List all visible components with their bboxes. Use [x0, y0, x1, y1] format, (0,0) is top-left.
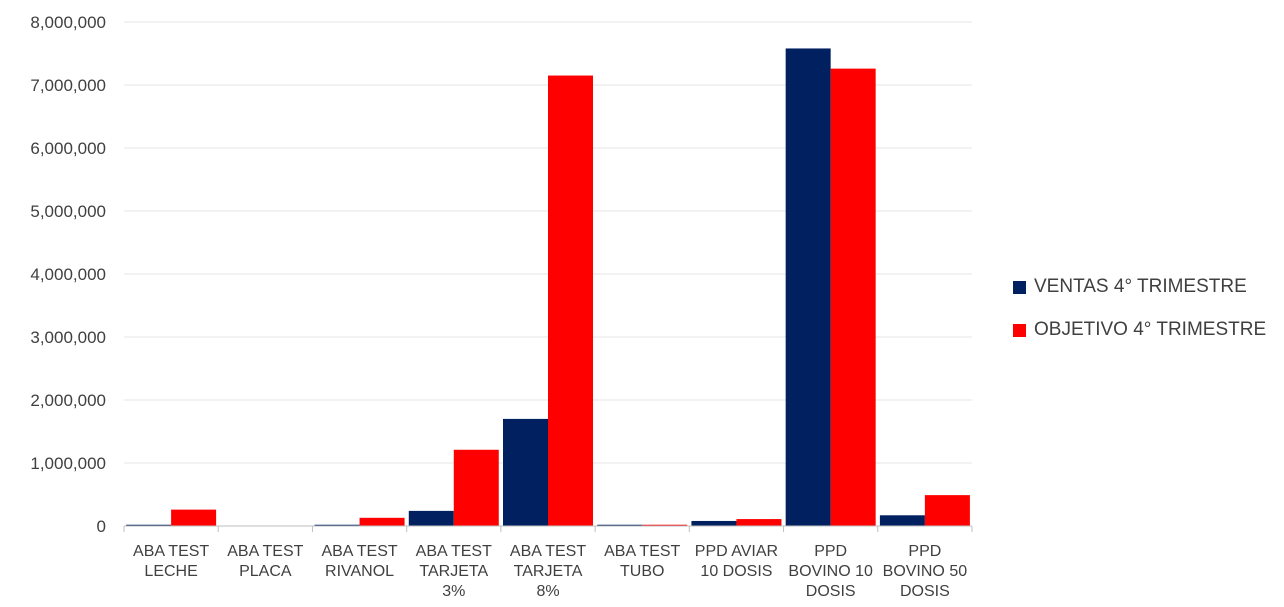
bars — [126, 48, 970, 527]
bar-ventas — [879, 515, 925, 526]
bar-objetivo — [171, 509, 217, 526]
legend-swatch-ventas — [1013, 280, 1026, 294]
bar-objetivo — [642, 524, 688, 526]
bar-ventas — [503, 418, 548, 526]
y-tick-label: 0 — [97, 517, 106, 536]
bar-ventas — [408, 510, 454, 526]
legend-label-objetivo: OBJETIVO 4° TRIMESTRE — [1034, 319, 1267, 340]
y-axis-tick-labels: 0 1,000,000 2,000,000 3,000,000 4,000,000 5,0… — [30, 13, 106, 536]
x-tick-label: PPD AVIAR 10 DOSIS — [695, 543, 778, 580]
y-tick-label: 2,000,000 — [30, 391, 106, 410]
legend-label-ventas: VENTAS 4° TRIMESTRE — [1034, 276, 1247, 297]
x-tick-label: PPD BOVINO 10 DOSIS — [788, 543, 873, 600]
y-tick-label: 7,000,000 — [30, 76, 106, 95]
bar-objetivo — [736, 519, 782, 526]
y-tick-label: 3,000,000 — [30, 328, 106, 347]
y-tick-label: 5,000,000 — [30, 202, 106, 221]
bar-ventas — [597, 524, 643, 526]
bar-objetivo — [924, 495, 970, 526]
x-tick-label: ABA TEST RIVANOL — [321, 543, 397, 580]
legend-swatch-objetivo — [1013, 323, 1026, 337]
y-tick-label: 6,000,000 — [30, 139, 106, 158]
x-tick-label: ABA TEST TARJETA 8% — [510, 543, 586, 600]
x-tick-label: PPD BOVINO 50 DOSIS — [883, 543, 968, 600]
y-tick-label: 4,000,000 — [30, 265, 106, 284]
y-tick-label: 8,000,000 — [30, 13, 106, 32]
bar-objetivo — [830, 68, 876, 527]
bar-ventas — [785, 48, 831, 527]
bar-objetivo — [548, 75, 593, 527]
bar-ventas — [314, 524, 360, 526]
bar-objetivo — [359, 517, 405, 526]
legend: VENTAS 4° TRIMESTRE OBJETIVO 4° TRIMESTR… — [1013, 276, 1266, 362]
bar-ventas — [691, 520, 737, 526]
x-tick-label: ABA TEST PLACA — [227, 543, 303, 580]
x-axis — [123, 525, 973, 532]
legend-item-objetivo: OBJETIVO 4° TRIMESTRE — [1013, 319, 1266, 341]
x-tick-label: ABA TEST LECHE — [133, 543, 209, 580]
y-tick-label: 1,000,000 — [30, 454, 106, 473]
x-tick-label: ABA TEST TARJETA 3% — [416, 543, 492, 600]
x-tick-label: ABA TEST TUBO — [604, 543, 680, 580]
bar-ventas — [126, 524, 172, 526]
x-axis-category-labels: ABA TEST LECHE ABA TEST PLACA ABA TEST RIVANO… — [133, 543, 967, 600]
legend-item-ventas: VENTAS 4° TRIMESTRE — [1013, 276, 1266, 298]
bar-objetivo — [453, 449, 499, 526]
